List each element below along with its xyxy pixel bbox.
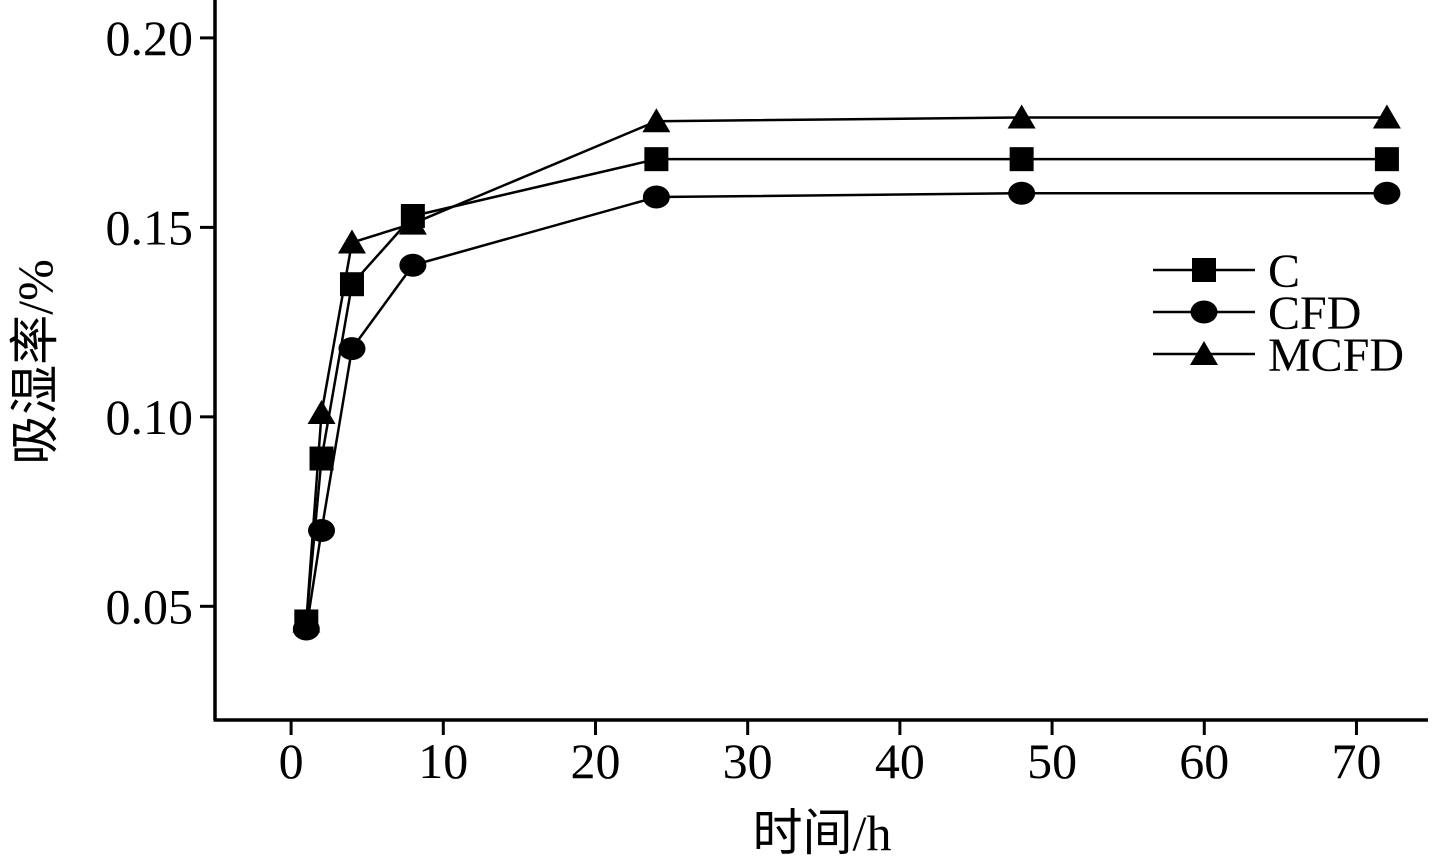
- legend-item-mcfd: MCFD: [1153, 329, 1404, 382]
- data-point-mcfd-4: [642, 108, 671, 133]
- x-tick-label: 30: [723, 733, 773, 789]
- x-axis-label: 时间/h: [753, 805, 892, 861]
- x-tick-label: 0: [279, 733, 304, 789]
- data-point-cfd-4: [642, 185, 670, 209]
- legend-label-c: C: [1268, 245, 1300, 298]
- x-tick-label: 40: [875, 733, 925, 789]
- data-point-cfd-5: [1008, 181, 1036, 205]
- data-point-mcfd-5: [1007, 104, 1036, 129]
- y-tick-label: 0.05: [106, 578, 194, 634]
- y-tick-label: 0.20: [106, 10, 194, 66]
- y-tick-label: 0.10: [106, 389, 194, 445]
- data-point-cfd-6: [1373, 181, 1401, 205]
- legend-label-cfd: CFD: [1268, 287, 1361, 340]
- x-tick-label: 60: [1179, 733, 1229, 789]
- legend-marker-c: [1192, 258, 1216, 282]
- x-tick-label: 20: [570, 733, 620, 789]
- data-point-mcfd-2: [337, 229, 366, 254]
- legend-item-cfd: CFD: [1153, 287, 1361, 340]
- data-point-cfd-2: [338, 337, 366, 361]
- series-line-c: [305, 157, 1387, 622]
- data-point-cfd-3: [399, 253, 427, 277]
- legend-marker-mcfd: [1190, 341, 1218, 365]
- legend-item-c: C: [1153, 245, 1300, 298]
- y-axis-label: 吸湿率/%: [7, 259, 63, 465]
- data-point-cfd-1: [308, 519, 336, 543]
- x-tick-label: 70: [1331, 733, 1381, 789]
- legend-marker-cfd: [1190, 300, 1218, 324]
- x-tick-label: 10: [418, 733, 468, 789]
- data-point-c-2: [339, 272, 364, 297]
- data-point-c-6: [1374, 147, 1399, 172]
- data-point-mcfd-0: [292, 608, 321, 633]
- series-markers: [292, 104, 1401, 641]
- data-point-c-1: [309, 446, 334, 471]
- y-tick-label: 0.15: [106, 199, 194, 255]
- series-lines: [305, 116, 1387, 630]
- legend-label-mcfd: MCFD: [1268, 329, 1404, 382]
- axes: 0.05 0.10 0.15 0.20 0 10 20 30 40 50 60 70: [106, 0, 1428, 789]
- data-point-c-5: [1009, 147, 1034, 172]
- data-point-mcfd-6: [1372, 104, 1401, 129]
- data-point-mcfd-3: [398, 210, 427, 235]
- x-tick-label: 50: [1027, 733, 1077, 789]
- series-line-cfd: [305, 192, 1387, 630]
- data-point-c-4: [644, 147, 669, 172]
- data-point-mcfd-1: [307, 400, 336, 425]
